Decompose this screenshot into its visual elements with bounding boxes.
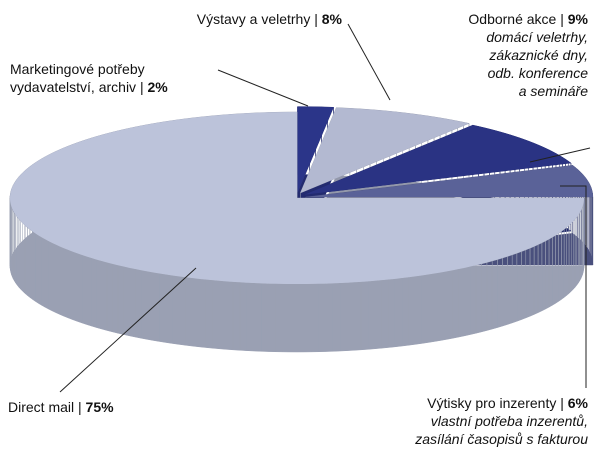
- category-name: Výstavy a veletrhy: [196, 11, 311, 27]
- leader-line: [217, 69, 309, 107]
- leader-line: [59, 267, 197, 393]
- slice-label: Direct mail | 75%: [8, 398, 114, 416]
- slice: [304, 125, 571, 195]
- slice: [305, 165, 593, 197]
- slice: [300, 107, 470, 193]
- separator: |: [78, 399, 82, 415]
- category-name: Direct mail: [8, 399, 75, 415]
- description-line: vlastní potřeba inzerentů,: [430, 413, 588, 429]
- slice-label: Marketingové potřeby vydavatelství, arch…: [10, 60, 225, 96]
- slice: [297, 106, 334, 193]
- separator: |: [314, 11, 318, 27]
- value-label: 8%: [321, 11, 342, 27]
- leader-line: [347, 23, 391, 101]
- slice-label: Výstavy a veletrhy | 8%: [197, 10, 342, 28]
- description-line: zákaznické dny,: [489, 47, 588, 63]
- description-line: odb. konference: [487, 65, 588, 81]
- description-line: zasílání časopisů s fakturou: [415, 431, 588, 447]
- value-label: 9%: [567, 11, 588, 27]
- slice-label: Odborné akce | 9% domácí veletrhy, zákazni…: [468, 10, 588, 100]
- description-line: a semináře: [518, 83, 588, 99]
- separator: |: [139, 79, 144, 95]
- slice: [10, 112, 584, 284]
- leader-line: [529, 147, 591, 163]
- separator: |: [560, 395, 564, 411]
- category-name: Odborné akce: [468, 11, 557, 27]
- slice-label: Výtisky pro inzerenty | 6% vlastní potřeb…: [415, 394, 588, 448]
- separator: |: [560, 11, 564, 27]
- leader-line: [560, 185, 587, 388]
- description-line: domácí veletrhy,: [486, 29, 588, 45]
- value-label: 6%: [567, 395, 588, 411]
- category-name: Marketingové potřeby vydavatelství, arch…: [10, 61, 145, 95]
- category-name: Výtisky pro inzerenty: [427, 395, 557, 411]
- value-label: 2%: [147, 79, 168, 95]
- value-label: 75%: [85, 399, 114, 415]
